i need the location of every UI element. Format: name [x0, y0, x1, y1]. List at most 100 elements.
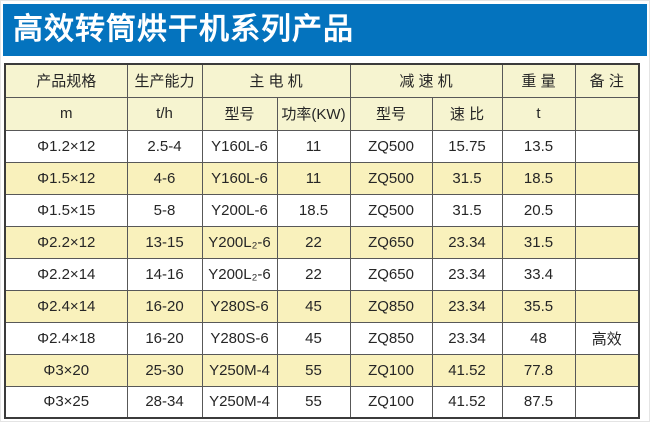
table-cell: Y200L₂-6 — [201, 257, 278, 291]
table-cell: ZQ850 — [349, 321, 433, 355]
table-cell: 11 — [276, 161, 351, 195]
table-cell: Y280S-6 — [201, 321, 278, 355]
table-cell: 55 — [276, 385, 351, 419]
table-cell: ZQ100 — [349, 385, 433, 419]
table-cell: 31.5 — [431, 161, 503, 195]
table-cell: 45 — [276, 289, 351, 323]
table-cell: Φ1.2×12 — [4, 129, 128, 163]
table-row: Φ2.2×14 14-16 Y200L₂-6 22 ZQ650 23.34 33.4 — [4, 257, 640, 291]
table-cell — [574, 161, 640, 195]
table-cell: 11 — [276, 129, 351, 163]
table-cell: 23.34 — [431, 225, 503, 259]
table-row: Φ2.4×14 16-20 Y280S-6 45 ZQ850 23.34 35.5 — [4, 289, 640, 323]
table-cell — [574, 289, 640, 323]
column-header: 产品规格 — [4, 63, 128, 98]
column-header: 生产能力 — [126, 63, 203, 98]
table-cell: 2.5-4 — [126, 129, 203, 163]
table-body: Φ1.2×12 2.5-4 Y160L-6 11 ZQ500 15.75 13.5 Φ1.5×… — [4, 129, 640, 419]
table-cell: Φ2.4×18 — [4, 321, 128, 355]
table-cell: Y200L₂-6 — [201, 225, 278, 259]
product-spec-table: 产品规格 生产能力主 电 机减 速 机重 量备 注 m t/h 型号 功率(KW) 型号速… — [4, 63, 640, 419]
table-cell: 13.5 — [501, 129, 576, 163]
table-cell — [574, 193, 640, 227]
table-cell: 31.5 — [501, 225, 576, 259]
table-cell: ZQ500 — [349, 161, 433, 195]
table-cell: 48 — [501, 321, 576, 355]
title-bar: 高效转筒烘干机系列产品 — [3, 4, 647, 56]
table-row: Φ1.5×15 5-8 Y200L-6 18.5 ZQ500 31.5 20.5 — [4, 193, 640, 227]
table-cell: 31.5 — [431, 193, 503, 227]
table-cell: 23.34 — [431, 257, 503, 291]
table-cell: Y280S-6 — [201, 289, 278, 323]
table-header: 产品规格 生产能力主 电 机减 速 机重 量备 注 m t/h 型号 功率(KW) 型号速… — [4, 63, 640, 131]
table-cell: Y160L-6 — [201, 161, 278, 195]
table-cell: 45 — [276, 321, 351, 355]
table-cell: 23.34 — [431, 321, 503, 355]
table-cell: ZQ500 — [349, 193, 433, 227]
table-row: Φ2.2×12 13-15 Y200L₂-6 22 ZQ650 23.34 31.5 — [4, 225, 640, 259]
table-cell: 77.8 — [501, 353, 576, 387]
table-cell: Y250M-4 — [201, 385, 278, 419]
table-cell: Φ1.5×12 — [4, 161, 128, 195]
table-row: Φ1.5×12 4-6 Y160L-6 11 ZQ500 31.5 18.5 — [4, 161, 640, 195]
table-cell — [574, 257, 640, 291]
table-cell: 18.5 — [276, 193, 351, 227]
table-cell: 5-8 — [126, 193, 203, 227]
table-cell: 87.5 — [501, 385, 576, 419]
table-cell: ZQ650 — [349, 225, 433, 259]
column-header: 备 注 — [574, 63, 640, 98]
table-cell: 22 — [276, 225, 351, 259]
column-subheader: 功率(KW) — [276, 96, 351, 131]
table-cell: 18.5 — [501, 161, 576, 195]
table-cell: Φ3×25 — [4, 385, 128, 419]
table-cell — [574, 353, 640, 387]
table-cell: 20.5 — [501, 193, 576, 227]
table-cell: ZQ650 — [349, 257, 433, 291]
table-cell: 16-20 — [126, 289, 203, 323]
table-cell: Y160L-6 — [201, 129, 278, 163]
page-title: 高效转筒烘干机系列产品 — [13, 13, 354, 46]
column-subheader: t — [501, 96, 576, 131]
table-cell: 28-34 — [126, 385, 203, 419]
column-header: 减 速 机 — [349, 63, 503, 98]
table-cell — [574, 129, 640, 163]
table-cell: 16-20 — [126, 321, 203, 355]
table-cell: 33.4 — [501, 257, 576, 291]
table-cell: 15.75 — [431, 129, 503, 163]
table-cell: ZQ100 — [349, 353, 433, 387]
table-cell: 22 — [276, 257, 351, 291]
table-cell: Φ2.4×14 — [4, 289, 128, 323]
table-cell: ZQ500 — [349, 129, 433, 163]
table-cell: Y200L-6 — [201, 193, 278, 227]
table-cell — [574, 225, 640, 259]
table-row: Φ3×25 28-34 Y250M-4 55 ZQ100 41.52 87.5 — [4, 385, 640, 419]
table-cell: 55 — [276, 353, 351, 387]
table-cell: 14-16 — [126, 257, 203, 291]
column-subheader: 型号 — [201, 96, 278, 131]
table-row: Φ1.2×12 2.5-4 Y160L-6 11 ZQ500 15.75 13.5 — [4, 129, 640, 163]
table-cell: 35.5 — [501, 289, 576, 323]
table-cell: 13-15 — [126, 225, 203, 259]
table-cell: Φ2.2×12 — [4, 225, 128, 259]
column-header: 重 量 — [501, 63, 576, 98]
table-cell: 41.52 — [431, 385, 503, 419]
table-cell: Φ1.5×15 — [4, 193, 128, 227]
table-cell: 4-6 — [126, 161, 203, 195]
table-cell: 23.34 — [431, 289, 503, 323]
table-cell: Φ2.2×14 — [4, 257, 128, 291]
table-cell: Y250M-4 — [201, 353, 278, 387]
table-row: Φ2.4×18 16-20 Y280S-6 45 ZQ850 23.34 48 高效 — [4, 321, 640, 355]
column-subheader: 速 比 — [431, 96, 503, 131]
table-cell: Φ3×20 — [4, 353, 128, 387]
table-cell — [574, 385, 640, 419]
column-subheader: m — [4, 96, 128, 131]
table-cell: ZQ850 — [349, 289, 433, 323]
table-row: Φ3×20 25-30 Y250M-4 55 ZQ100 41.52 77.8 — [4, 353, 640, 387]
table-cell: 41.52 — [431, 353, 503, 387]
table-cell: 高效 — [574, 321, 640, 355]
table-container: 产品规格 生产能力主 电 机减 速 机重 量备 注 m t/h 型号 功率(KW) 型号速… — [4, 63, 640, 419]
header-row-groups: 产品规格 生产能力主 电 机减 速 机重 量备 注 — [4, 63, 640, 98]
column-subheader: 型号 — [349, 96, 433, 131]
